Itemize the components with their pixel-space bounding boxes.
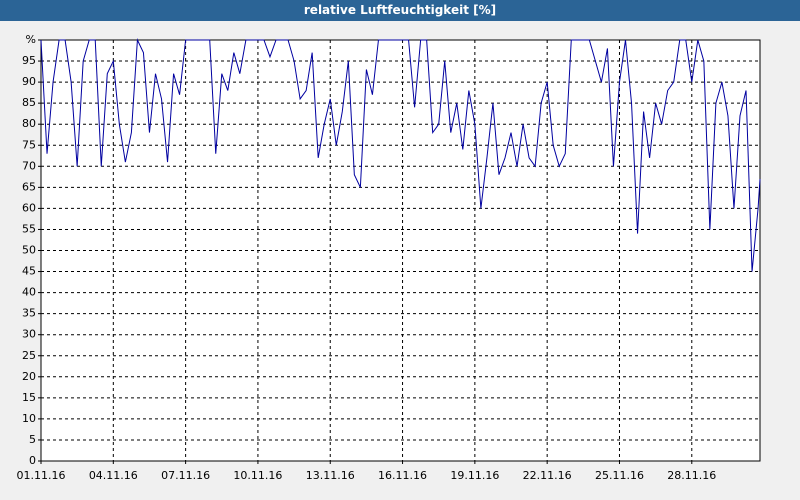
y-tick-label: 60 <box>22 201 36 214</box>
x-tick-label: 07.11.16 <box>161 469 210 482</box>
data-line <box>40 38 761 272</box>
x-tick-label: 16.11.16 <box>378 469 427 482</box>
y-tick-label: 85 <box>22 96 36 109</box>
chart-title: relative Luftfeuchtigkeit [%] <box>0 0 800 21</box>
x-tick-label: 25.11.16 <box>595 469 644 482</box>
x-tick-label: 19.11.16 <box>450 469 499 482</box>
y-tick-label: % <box>26 33 36 46</box>
y-tick-label: 45 <box>22 265 36 278</box>
y-tick-label: 95 <box>22 54 36 67</box>
x-tick-label: 22.11.16 <box>523 469 572 482</box>
y-tick-label: 65 <box>22 180 36 193</box>
x-tick-label: 04.11.16 <box>89 469 138 482</box>
y-tick-label: 50 <box>22 244 36 257</box>
y-tick-label: 35 <box>22 307 36 320</box>
y-tick-label: 20 <box>22 370 36 383</box>
y-tick-label: 25 <box>22 349 36 362</box>
y-tick-label: 0 <box>29 454 36 467</box>
x-tick-label: 10.11.16 <box>233 469 282 482</box>
y-tick-label: 30 <box>22 328 36 341</box>
x-tick-label: 28.11.16 <box>667 469 716 482</box>
y-tick-label: 15 <box>22 391 36 404</box>
y-tick-label: 10 <box>22 412 36 425</box>
y-tick-label: 5 <box>29 433 36 446</box>
y-tick-label: 70 <box>22 159 36 172</box>
y-tick-label: 40 <box>22 286 36 299</box>
y-tick-label: 90 <box>22 75 36 88</box>
x-tick-label: 13.11.16 <box>306 469 355 482</box>
y-tick-label: 75 <box>22 138 36 151</box>
plot-area <box>40 39 761 462</box>
y-tick-label: 80 <box>22 117 36 130</box>
x-tick-label: 01.11.16 <box>17 469 66 482</box>
y-tick-label: 55 <box>22 222 36 235</box>
